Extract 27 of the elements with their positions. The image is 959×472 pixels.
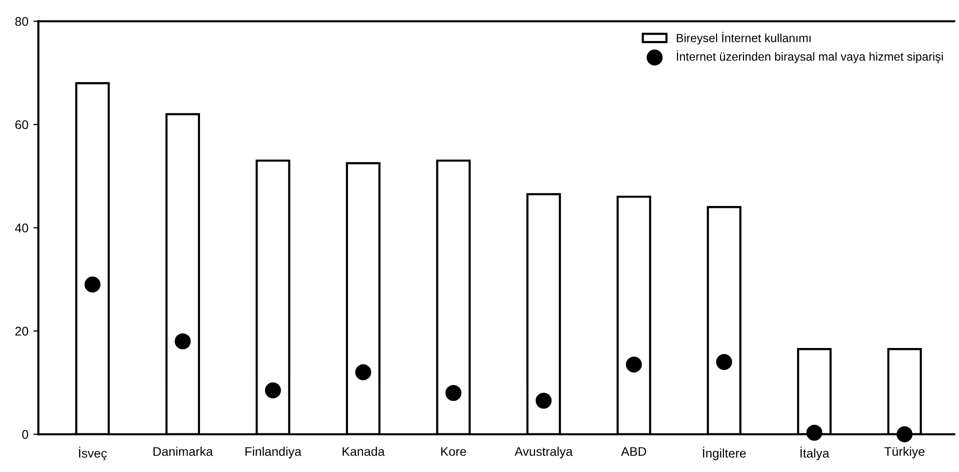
y-tick-label: 40 (15, 224, 28, 232)
x-tick-label: Kore (441, 447, 466, 456)
x-tick-label: Türkiye (884, 446, 925, 458)
y-tick-label: 20 (15, 326, 28, 336)
x-tick-label: Finlandiya (246, 446, 302, 458)
y-tick-label: 60 (15, 120, 28, 130)
x-tick-label: İtalya (800, 446, 830, 460)
point (536, 392, 552, 409)
x-tick-label: Kanada (342, 446, 385, 456)
x-tick-label: İngiltere (703, 446, 746, 460)
point (806, 424, 822, 441)
x-tick-label: Danimarka (154, 446, 213, 456)
legend-label: Bireysel İnternet kullanımı (676, 32, 811, 45)
point (445, 384, 462, 401)
y-tick-label: 80 (15, 17, 28, 26)
point (84, 276, 100, 293)
point (264, 382, 281, 398)
x-tick-label: Avustralya (514, 446, 573, 458)
y-tick-label: 0 (22, 430, 28, 439)
legend-label: İnternet üzerinden biraysal mal vaya hizmet siparişi (676, 50, 943, 64)
x-tick-label: ABD (621, 447, 646, 456)
point (896, 426, 913, 442)
x-tick-label: İsveç (79, 446, 107, 460)
point (355, 364, 372, 380)
point (716, 354, 732, 370)
point (626, 356, 642, 373)
point (174, 333, 191, 350)
